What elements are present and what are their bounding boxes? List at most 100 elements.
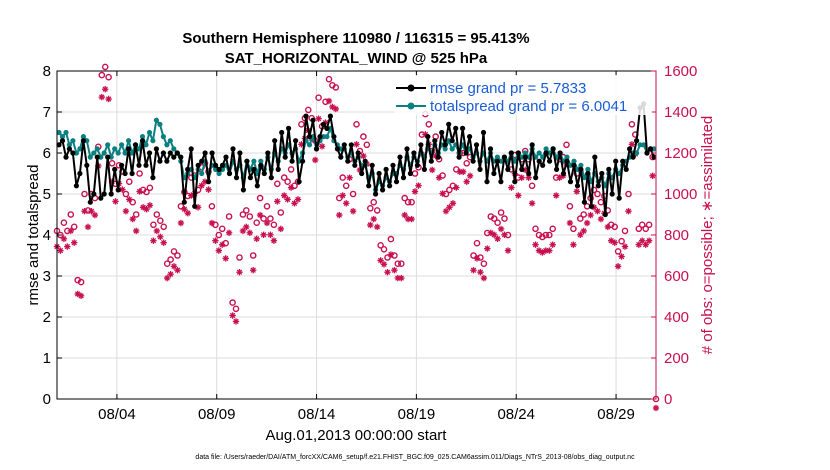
totalspread-marker xyxy=(66,142,72,148)
rmse-marker xyxy=(630,154,636,160)
rmse-marker xyxy=(77,170,83,177)
rmse-marker xyxy=(505,166,511,172)
obs-assimilated-marker xyxy=(649,172,656,180)
obs-possible-marker xyxy=(635,225,643,233)
rmse-marker xyxy=(98,195,104,201)
rmse-marker xyxy=(139,138,146,144)
right-axis-label: # of obs: o=possible; ∗=assimilated xyxy=(699,116,716,355)
obs-assimilated-marker xyxy=(628,141,636,148)
obs-assimilated-marker xyxy=(157,233,164,241)
obs-possible-marker xyxy=(642,225,650,233)
obs-assimilated-marker xyxy=(384,269,391,276)
rmse-marker xyxy=(258,162,264,168)
rmse-marker xyxy=(373,191,379,197)
rmse-marker xyxy=(209,150,215,156)
rmse-marker xyxy=(348,142,354,148)
rmse-marker xyxy=(487,146,494,152)
obs-assimilated-marker xyxy=(508,184,515,191)
obs-assimilated-marker xyxy=(112,198,119,205)
rmse-marker xyxy=(101,191,107,197)
rmse-marker xyxy=(132,142,139,148)
left-axis-ticks: 0 1 2 3 4 5 6 7 8 xyxy=(43,63,62,408)
obs-possible-marker xyxy=(532,225,539,233)
obs-assimilated-marker xyxy=(253,235,260,243)
rmse-marker xyxy=(536,158,542,164)
obs-possible-marker xyxy=(170,248,178,255)
obs-assimilated-marker xyxy=(70,239,78,246)
legend-rmse-label: rmse grand pr = 5.7833 xyxy=(430,80,586,97)
obs-assimilated-marker xyxy=(370,215,377,223)
totalspread-marker xyxy=(139,134,146,140)
obs-possible-marker xyxy=(504,231,512,239)
obs-possible-marker xyxy=(132,211,140,218)
obs-possible-marker xyxy=(339,174,347,181)
rmse-marker xyxy=(122,170,128,177)
obs-possible-marker xyxy=(404,198,412,206)
obs-possible-marker xyxy=(60,219,68,226)
rmse-marker xyxy=(56,142,62,148)
obs-assimilated-marker xyxy=(484,245,491,252)
obs-assimilated-marker xyxy=(246,229,254,237)
totalspread-marker xyxy=(585,166,591,172)
rmse-marker xyxy=(376,170,382,177)
obs-possible-marker xyxy=(463,159,471,167)
obs-assimilated-marker xyxy=(594,207,601,215)
obs-possible-marker xyxy=(325,75,333,83)
x-tick-label: 08/29 xyxy=(597,406,635,423)
rmse-marker xyxy=(237,150,243,156)
rmse-marker xyxy=(251,166,257,172)
obs-possible-marker xyxy=(384,254,391,261)
legend-spread-marker xyxy=(407,102,415,110)
rmse-marker xyxy=(185,166,191,172)
obs-possible-marker xyxy=(542,231,550,239)
rmse-marker xyxy=(498,179,504,185)
obs-assimilated-marker xyxy=(249,267,257,274)
obs-assimilated-marker xyxy=(315,115,322,122)
left-tick-label: 5 xyxy=(43,186,51,203)
totalspread-marker xyxy=(216,170,222,177)
rmse-marker xyxy=(136,162,142,168)
totalspread-marker xyxy=(115,150,121,156)
totalspread-marker xyxy=(157,121,163,127)
rmse-marker xyxy=(171,154,177,160)
obs-assimilated-marker xyxy=(294,196,302,203)
totalspread-marker xyxy=(112,146,118,152)
rmse-marker xyxy=(390,162,396,168)
rmse-marker xyxy=(432,138,438,144)
obs-assimilated-marker xyxy=(577,231,584,239)
rmse-marker xyxy=(400,175,407,181)
totalspread-marker xyxy=(494,154,500,160)
rmse-marker xyxy=(554,166,560,172)
rmse-marker xyxy=(599,170,605,177)
obs-assimilated-marker xyxy=(408,215,415,223)
obs-assimilated-marker xyxy=(415,182,422,189)
obs-assimilated-marker xyxy=(429,166,436,174)
rmse-marker xyxy=(404,146,410,152)
rmse-marker xyxy=(352,162,358,168)
rmse-marker xyxy=(300,158,306,164)
rmse-marker xyxy=(341,142,347,148)
rmse-marker xyxy=(414,162,420,168)
obs-assimilated-marker xyxy=(60,235,68,243)
rmse-marker xyxy=(543,150,549,156)
obs-possible-marker xyxy=(494,219,501,226)
obs-possible-marker xyxy=(611,223,619,231)
obs-possible-marker xyxy=(70,223,78,231)
obs-assimilated-marker xyxy=(146,202,154,209)
rmse-marker xyxy=(87,199,93,205)
totalspread-marker xyxy=(449,146,455,152)
right-tick-label: 1600 xyxy=(664,63,697,80)
x-axis-label: Aug.01,2013 00:00:00 start xyxy=(266,427,448,444)
obs-assimilated-marker xyxy=(174,267,181,274)
obs-possible-marker xyxy=(546,231,553,239)
totalspread-marker xyxy=(126,138,132,144)
rmse-marker xyxy=(157,158,163,164)
totalspread-marker xyxy=(522,150,528,156)
obs-assimilated-marker xyxy=(477,269,484,276)
obs-possible-marker xyxy=(366,204,374,212)
totalspread-marker xyxy=(56,129,62,136)
obs-assimilated-marker xyxy=(132,227,140,235)
obs-assimilated-marker xyxy=(360,152,367,160)
obs-possible-marker xyxy=(229,299,236,306)
rmse-marker xyxy=(216,166,222,172)
